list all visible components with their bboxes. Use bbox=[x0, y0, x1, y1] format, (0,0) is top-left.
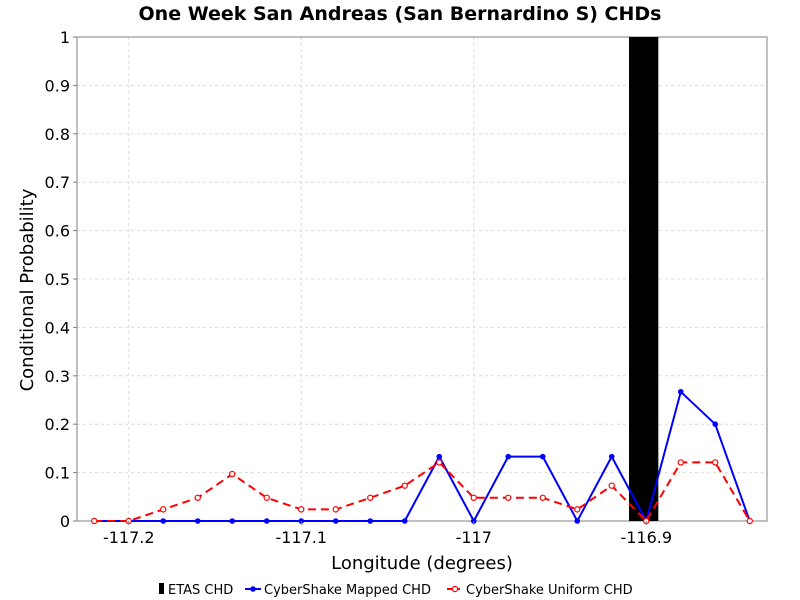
legend-swatch-etas bbox=[159, 583, 164, 594]
y-tick-label: 0.8 bbox=[45, 125, 70, 144]
y-tick-label: 0.1 bbox=[45, 464, 70, 483]
data-point-uniform bbox=[229, 470, 236, 478]
data-point-mapped bbox=[160, 518, 167, 524]
x-axis-label: Longitude (degrees) bbox=[331, 553, 513, 574]
etas-chd-bar bbox=[629, 37, 659, 521]
y-tick-label: 0.7 bbox=[45, 173, 70, 192]
legend-swatch-uniform-marker bbox=[451, 585, 459, 593]
y-tick-label: 0.4 bbox=[45, 318, 70, 337]
data-point-uniform bbox=[539, 494, 546, 501]
data-point-mapped bbox=[332, 518, 339, 524]
y-tick-label: 0 bbox=[60, 512, 70, 531]
data-point-uniform bbox=[746, 517, 753, 525]
y-tick-label: 0.2 bbox=[45, 415, 70, 434]
data-point-mapped bbox=[194, 518, 201, 524]
data-point-uniform bbox=[574, 506, 581, 513]
data-point-uniform bbox=[298, 506, 305, 513]
data-point-uniform bbox=[332, 506, 339, 513]
data-point-mapped bbox=[608, 453, 615, 460]
data-point-mapped bbox=[367, 518, 374, 524]
data-point-mapped bbox=[505, 453, 512, 460]
y-tick-label: 0.9 bbox=[45, 76, 70, 95]
legend: ETAS CHD CyberShake Mapped CHD CyberShak… bbox=[159, 583, 633, 598]
series-line-mapped bbox=[94, 390, 751, 522]
data-point-uniform bbox=[470, 494, 477, 501]
data-point-uniform bbox=[263, 494, 270, 501]
etas-bar-layer bbox=[629, 37, 659, 521]
y-tick-label: 1 bbox=[60, 28, 70, 47]
x-axis-ticks: -117.2 -117.1 -117 -116.9 bbox=[103, 521, 672, 547]
y-axis-label: Conditional Probability bbox=[17, 188, 38, 391]
data-point-uniform bbox=[160, 506, 167, 513]
series-layer bbox=[91, 388, 753, 525]
data-point-uniform bbox=[367, 494, 374, 501]
data-point-uniform bbox=[505, 494, 512, 501]
data-point-mapped bbox=[712, 421, 719, 428]
data-point-mapped bbox=[263, 518, 270, 524]
y-tick-label: 0.3 bbox=[45, 367, 70, 386]
data-point-uniform bbox=[712, 459, 719, 466]
y-tick-label: 0.6 bbox=[45, 222, 70, 241]
chart-title: One Week San Andreas (San Bernardino S) … bbox=[139, 3, 662, 25]
data-point-mapped bbox=[401, 518, 408, 524]
data-point-uniform bbox=[401, 482, 408, 489]
data-point-uniform bbox=[91, 517, 98, 525]
y-axis-ticks: 0 0.1 0.2 0.3 0.4 0.5 0.6 0.7 0.8 0.9 1 bbox=[45, 28, 77, 531]
y-tick-label: 0.5 bbox=[45, 270, 70, 289]
data-point-uniform bbox=[436, 459, 443, 466]
data-point-uniform bbox=[608, 482, 615, 489]
x-tick-label: -117 bbox=[456, 528, 492, 547]
data-point-mapped bbox=[539, 453, 546, 460]
legend-label-mapped: CyberShake Mapped CHD bbox=[264, 583, 431, 598]
data-point-mapped bbox=[229, 518, 236, 524]
x-tick-label: -116.9 bbox=[620, 528, 672, 547]
grid-lines bbox=[77, 37, 767, 521]
data-point-mapped bbox=[574, 518, 581, 524]
x-tick-label: -117.2 bbox=[103, 528, 155, 547]
data-point-mapped bbox=[677, 388, 684, 395]
legend-label-etas: ETAS CHD bbox=[168, 583, 233, 598]
data-point-uniform bbox=[194, 494, 201, 501]
series-line-uniform bbox=[94, 461, 751, 522]
data-point-uniform bbox=[677, 459, 684, 466]
x-tick-label: -117.1 bbox=[275, 528, 327, 547]
legend-swatch-mapped-marker bbox=[250, 586, 256, 592]
data-point-mapped bbox=[436, 453, 443, 460]
legend-label-uniform: CyberShake Uniform CHD bbox=[466, 583, 633, 598]
